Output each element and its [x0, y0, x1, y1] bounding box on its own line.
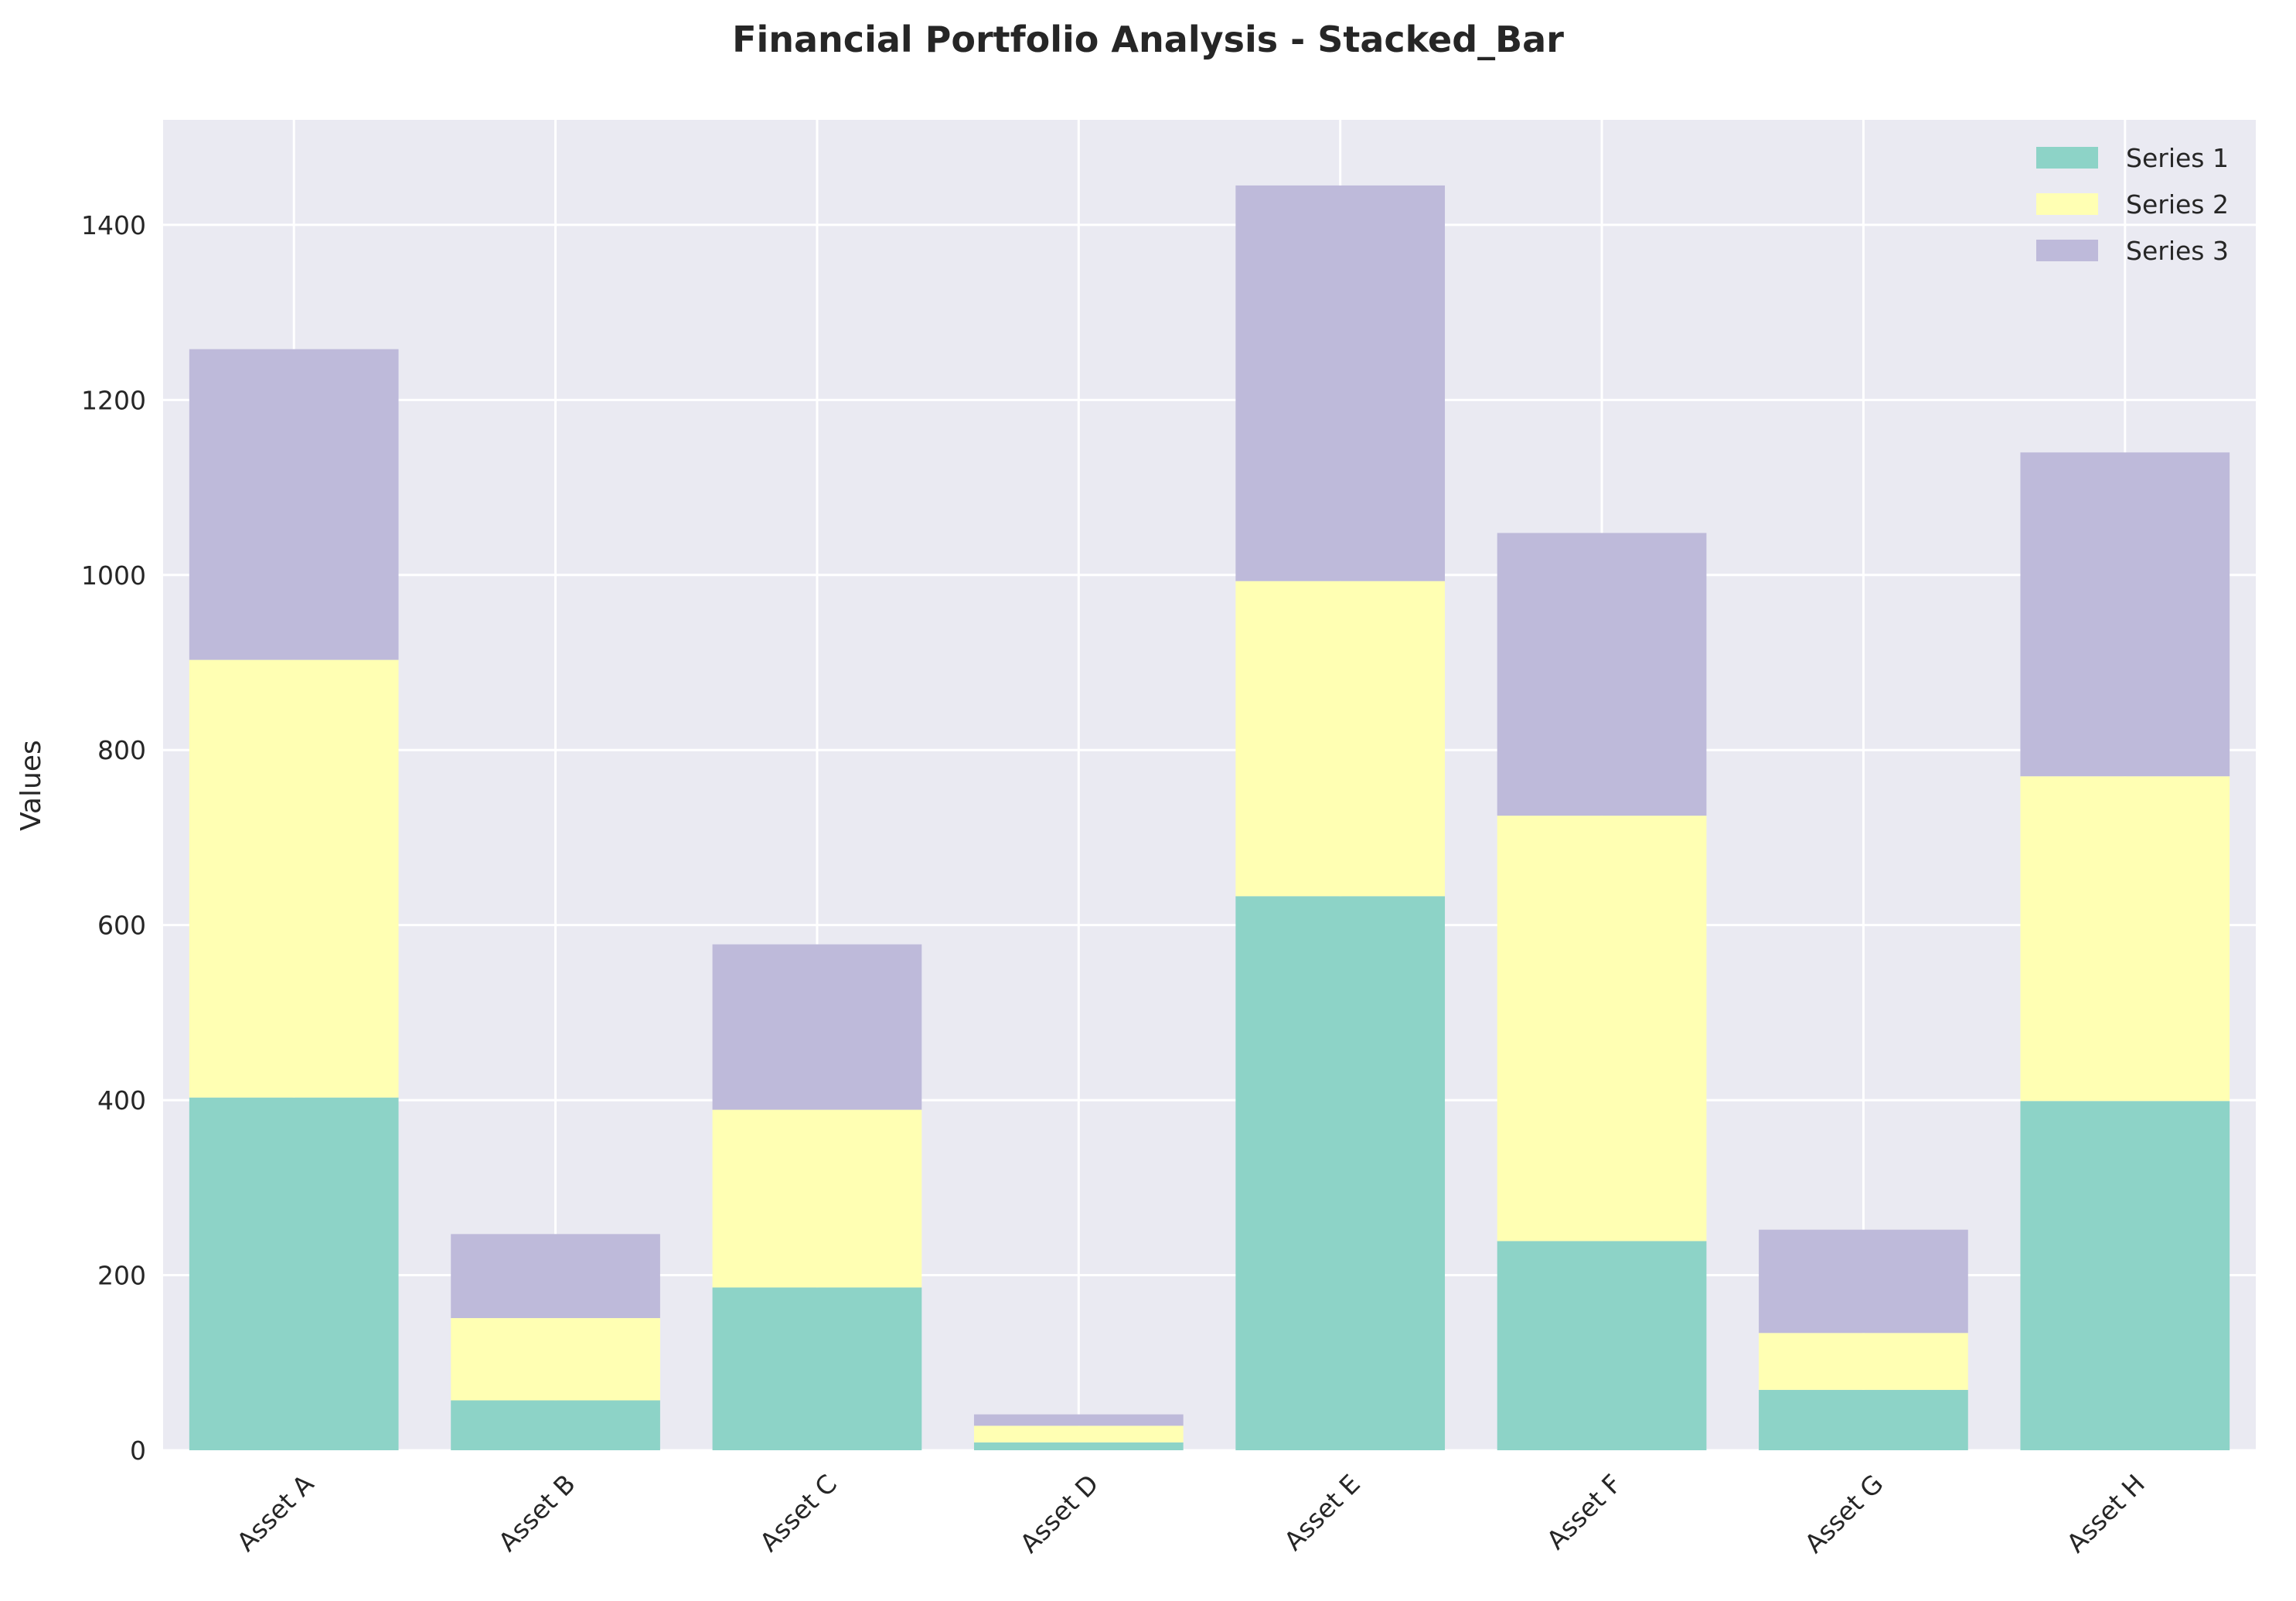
x-tick-label: Asset E	[1278, 1469, 1366, 1557]
y-tick-label: 600	[97, 911, 146, 941]
x-tick-label: Asset B	[492, 1469, 581, 1558]
legend-item-series-3: Series 3	[2036, 236, 2229, 266]
bar-asset-a-series-3	[189, 349, 399, 660]
bar-asset-h-series-2	[2020, 776, 2230, 1102]
legend-item-series-2: Series 2	[2036, 189, 2229, 220]
bar-asset-b-series-1	[451, 1400, 660, 1450]
bar-asset-d-series-1	[973, 1442, 1184, 1450]
bar-asset-e-series-1	[1235, 896, 1446, 1450]
x-tick-label: Asset D	[1014, 1469, 1105, 1559]
legend-label: Series 2	[2126, 189, 2229, 220]
legend-swatch	[2036, 193, 2098, 215]
legend-label: Series 3	[2126, 236, 2229, 266]
y-tick-label: 1200	[81, 385, 146, 415]
bars	[189, 185, 2230, 1450]
x-tick-label: Asset C	[754, 1469, 843, 1558]
y-tick-label: 1400	[81, 210, 146, 240]
y-axis-label: Values	[15, 740, 47, 831]
y-tick-label: 200	[97, 1261, 146, 1291]
bar-asset-c-series-1	[712, 1287, 922, 1450]
bar-asset-a-series-2	[189, 659, 399, 1098]
bar-asset-e-series-2	[1235, 581, 1446, 897]
bar-asset-h-series-3	[2020, 452, 2230, 777]
y-tick-label: 1000	[81, 560, 146, 591]
y-tick-label: 800	[97, 735, 146, 765]
legend-item-series-1: Series 1	[2036, 143, 2229, 173]
x-tick-label: Asset H	[2061, 1469, 2151, 1558]
x-tick-labels: Asset A Asset B Asset C Asset D Asset E Asset…	[231, 1468, 2151, 1558]
bar-asset-f-series-1	[1497, 1241, 1707, 1450]
chart-title: Financial Portfolio Analysis - Stacked_B…	[732, 19, 1564, 60]
x-tick-label: Asset A	[231, 1468, 320, 1557]
bar-asset-b-series-3	[451, 1234, 660, 1319]
y-tick-label: 400	[97, 1085, 146, 1116]
bar-asset-g-series-2	[1759, 1333, 1968, 1390]
bar-asset-g-series-1	[1759, 1389, 1968, 1450]
bar-asset-e-series-3	[1235, 185, 1446, 581]
bar-asset-d-series-3	[973, 1414, 1184, 1426]
y-tick-label: 0	[130, 1436, 146, 1466]
bar-asset-c-series-2	[712, 1109, 922, 1288]
x-tick-label: Asset F	[1541, 1469, 1627, 1555]
bar-asset-f-series-2	[1497, 816, 1707, 1242]
legend-swatch	[2036, 147, 2098, 169]
bar-asset-a-series-1	[189, 1097, 399, 1450]
bar-asset-f-series-3	[1497, 533, 1707, 816]
legend-label: Series 1	[2126, 143, 2229, 173]
bar-asset-b-series-2	[451, 1318, 660, 1401]
x-tick-label: Asset G	[1799, 1469, 1889, 1559]
bar-asset-g-series-3	[1759, 1229, 1968, 1334]
y-tick-labels: 0 200 400 600 800 1000 1200 1400	[81, 210, 146, 1466]
bar-asset-d-series-2	[973, 1426, 1184, 1443]
bar-asset-c-series-3	[712, 944, 922, 1110]
legend: Series 1 Series 2 Series 3	[2036, 143, 2229, 266]
plot-area	[163, 120, 2256, 1450]
legend-swatch	[2036, 240, 2098, 261]
bar-asset-h-series-1	[2020, 1101, 2230, 1450]
